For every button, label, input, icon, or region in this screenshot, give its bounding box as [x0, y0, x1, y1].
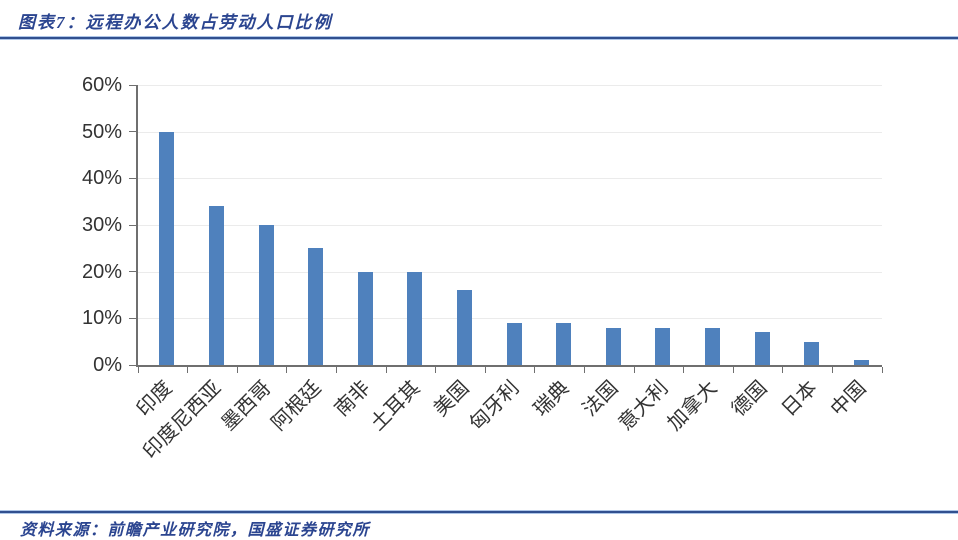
bar	[556, 323, 572, 365]
bottom-divider-line	[0, 510, 958, 514]
y-gridline	[138, 318, 882, 320]
x-tick-label: 中国	[826, 377, 871, 421]
y-tick-label: 30%	[81, 214, 122, 236]
top-divider-line	[0, 36, 958, 40]
bar	[308, 248, 324, 365]
bar	[456, 290, 472, 365]
y-axis-tick	[129, 271, 136, 273]
figure-title: 图表7：远程办公人数占劳动人口比例	[18, 13, 333, 32]
bar	[407, 271, 423, 365]
bar	[754, 332, 770, 365]
bar	[853, 360, 869, 365]
x-tick-label: 加拿大	[663, 377, 722, 435]
bar	[208, 206, 224, 365]
x-axis-tick	[137, 367, 139, 373]
bar	[704, 327, 720, 365]
y-tick-label: 10%	[81, 307, 122, 330]
bar	[506, 323, 522, 365]
source-note: 资料来源：前瞻产业研究院，国盛证券研究所	[20, 522, 371, 539]
y-tick-label: 40%	[81, 167, 122, 190]
x-axis-tick	[782, 367, 784, 373]
x-axis-tick	[732, 367, 734, 373]
x-axis-tick	[187, 367, 189, 373]
x-axis-tick	[881, 367, 883, 373]
x-axis-tick	[583, 367, 585, 373]
x-axis-tick	[385, 367, 387, 373]
bar	[159, 131, 175, 365]
x-axis-tick	[831, 367, 833, 373]
x-tick-label: 日本	[777, 377, 822, 421]
x-axis-tick	[286, 367, 288, 373]
x-tick-label: 德国	[727, 377, 772, 421]
x-axis-tick	[683, 367, 685, 373]
y-tick-label: 60%	[81, 74, 122, 96]
x-axis-tick	[236, 367, 238, 373]
y-axis-tick	[129, 317, 136, 319]
x-tick-label: 意大利	[614, 377, 673, 435]
x-axis-tick	[534, 367, 536, 373]
y-gridline	[138, 271, 882, 273]
x-tick-label: 法国	[578, 377, 623, 421]
bar	[804, 341, 820, 365]
y-axis-tick	[129, 224, 136, 226]
x-axis-tick	[484, 367, 486, 373]
y-gridline	[138, 131, 882, 133]
x-tick-label: 南非	[330, 377, 375, 421]
y-axis-tick	[129, 131, 136, 133]
y-gridline	[138, 85, 882, 86]
y-tick-label: 20%	[81, 260, 122, 283]
x-axis-tick	[335, 367, 337, 373]
bar	[655, 327, 671, 365]
y-gridline	[138, 225, 882, 226]
x-tick-label: 土耳其	[366, 377, 425, 435]
y-axis-tick	[129, 84, 136, 86]
x-tick-label: 匈牙利	[465, 377, 524, 435]
x-tick-label: 墨西哥	[217, 377, 276, 435]
y-axis-tick	[129, 177, 136, 179]
x-tick-label: 美国	[430, 377, 474, 421]
bar	[258, 225, 274, 365]
y-gridline	[138, 178, 882, 180]
y-axis-tick	[129, 364, 136, 366]
x-tick-label: 印度	[132, 377, 177, 421]
bar	[357, 271, 373, 365]
plot-area: 0% 10% 20% 30% 40% 50% 60% 印度 印度尼西亚 墨西哥 阿根廷 南非 土耳其美…	[82, 75, 883, 463]
bar	[605, 327, 621, 365]
x-axis-tick	[435, 367, 437, 373]
x-axis-tick	[633, 367, 635, 373]
y-tick-label: 50%	[81, 120, 122, 143]
x-tick-label: 瑞典	[529, 377, 574, 421]
x-tick-label: 阿根廷	[267, 377, 326, 435]
y-tick-label: 0%	[93, 354, 122, 376]
